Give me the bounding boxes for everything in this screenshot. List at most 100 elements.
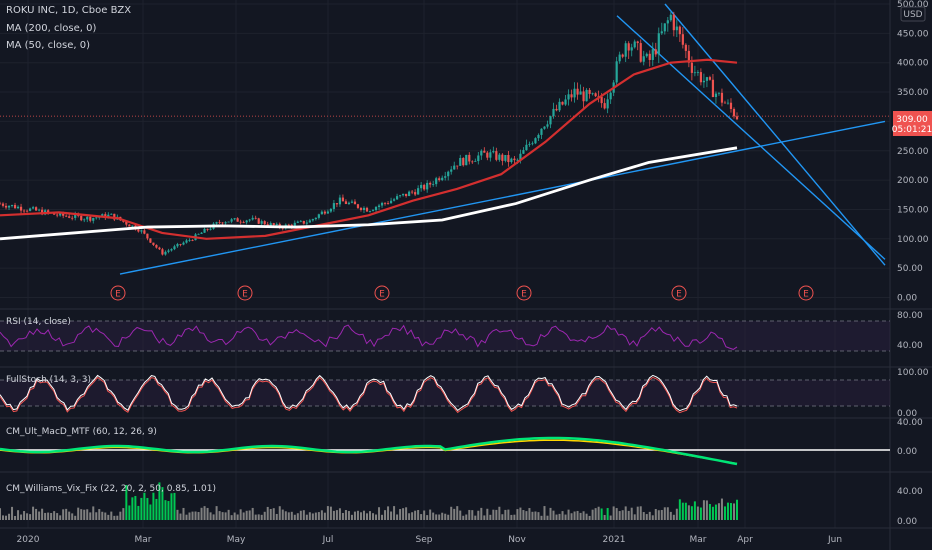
vix-bar [483,515,486,520]
candle-body [197,233,200,235]
candle-body [498,154,501,160]
candle-body [549,116,552,125]
vix-bar [552,510,555,520]
candle-body [696,72,699,73]
earnings-marker [516,285,532,301]
candle-body [242,222,245,223]
vix-bar [534,511,537,520]
candle-body [254,217,257,219]
vix-bar [11,506,14,520]
vix-bar [462,515,465,520]
vix-bar [122,508,125,520]
vix-bar [287,512,290,520]
candle-body [350,201,354,203]
vix-bar [254,514,257,520]
candle-body [456,165,459,167]
candle-body [474,161,477,162]
candle-body [251,217,254,220]
vix-bar [621,510,624,520]
price-tick-label: 400.00 [897,59,929,69]
vix-bar [555,514,558,520]
ma200-legend[interactable]: MA (200, close, 0) [6,23,96,34]
candle-body [13,204,17,209]
candle-body [362,207,366,211]
candle-body [332,203,336,209]
vix-bar [173,492,176,520]
vix-bar [513,514,516,520]
vix-bar [110,511,113,520]
vix-label[interactable]: CM_Williams_Vix_Fix (22, 20, 2, 50, 0.85… [6,484,216,494]
candle-body [34,207,38,211]
vix-bar [471,510,474,520]
ma200-line [0,146,738,241]
x-label-sep: Sep [416,535,433,545]
vix-bar [317,512,320,520]
candle-body [546,124,549,127]
candle-body [191,240,194,241]
vix-bar [236,514,239,520]
vix-bar [323,512,326,520]
candle-body [215,222,218,224]
candle-body [41,209,44,215]
vix-bar [197,512,200,520]
earnings-marker-label: E [676,290,682,300]
candle-body [260,221,263,224]
vix-bar [206,507,209,520]
vix-bar [56,513,59,520]
vix-bar [308,512,311,520]
currency-box[interactable] [900,6,926,22]
vix-bar [384,510,387,520]
candle-body [128,224,131,227]
vix-bar [654,509,657,520]
symbol-title[interactable]: ROKU INC, 1D, Cboe BZX [6,5,131,16]
candle-body [383,202,387,204]
vix-bar [47,512,50,520]
vix-bar [600,508,603,520]
x-label-mar: Mar [135,535,152,545]
candle-body [411,191,414,193]
candle-body [645,53,648,57]
candle-body [155,244,158,248]
vix-bar [77,507,80,520]
vix-bar [212,514,215,520]
candle-body [426,182,429,190]
vix-bar [438,514,441,520]
candle-body [311,219,314,221]
vix-bar [242,512,245,520]
vix-bar [35,508,38,520]
candle-body [408,191,411,197]
vix-bar [540,515,543,520]
candle-body [323,211,326,214]
vix-bar [95,512,98,520]
candle-body [429,182,432,185]
stoch-label[interactable]: FullStoch (14, 3, 3) [6,375,91,385]
candle-body [176,244,179,247]
ma50-legend[interactable]: MA (50, close, 0) [6,40,90,51]
vix-bar [218,511,221,520]
candle-body [675,26,678,31]
vix-bar [140,497,143,520]
vix-bar [396,514,399,520]
candle-body [209,228,212,230]
vix-bar [537,512,540,520]
vix-bar [684,502,687,520]
vix-bar [456,506,459,520]
candle-body [531,143,534,145]
candle-body [161,249,164,255]
vix-bar [378,507,381,520]
vix-bar [612,506,615,520]
vix-bar [332,510,335,520]
vix-bar [80,509,83,520]
macd-label[interactable]: CM_Ult_MacD_MTF (60, 12, 26, 9) [6,427,157,437]
rsi-tick-40: 40.00 [897,341,923,351]
vix-bar [531,511,534,520]
vix-bar [711,506,714,520]
stoch-tick-100: 100.00 [897,368,929,378]
candle-body [113,213,116,220]
vix-bar [176,509,179,520]
candle-body [561,101,564,105]
vix-bar [299,510,302,520]
vix-bar [432,512,435,520]
rsi-label[interactable]: RSI (14, close) [6,317,71,327]
